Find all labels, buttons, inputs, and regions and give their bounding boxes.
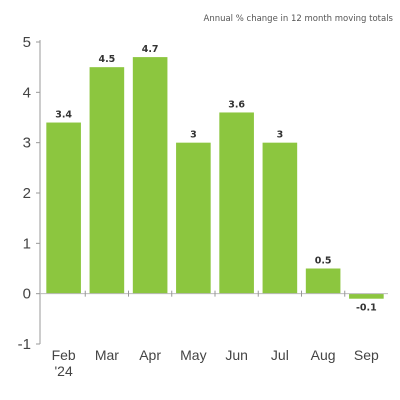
bars: 3.4 4.5 4.7 3 3.6 3 0.5 -0.1 — [46, 44, 384, 314]
x-tick-label: Aug — [311, 347, 336, 363]
data-label: 3.6 — [228, 99, 245, 110]
y-tick-label: 3 — [23, 135, 31, 152]
data-label: 3 — [190, 130, 197, 141]
y-tick-label: 2 — [23, 185, 31, 202]
bar — [219, 112, 254, 294]
x-tick-label: Feb '24 — [52, 347, 76, 379]
data-label: 3 — [277, 130, 284, 141]
chart-subtitle: Annual % change in 12 month moving total… — [204, 14, 394, 24]
x-tick-label: May — [180, 347, 206, 363]
bar — [349, 293, 384, 299]
data-label: -0.1 — [356, 303, 377, 314]
bar — [305, 268, 341, 294]
bar — [262, 142, 298, 294]
x-tick-label: Mar — [95, 347, 119, 363]
bar — [176, 142, 211, 294]
x-axis: Feb '24 Mar Apr May Jun Jul Aug Sep — [40, 290, 388, 379]
y-tick-label: 1 — [23, 235, 31, 252]
data-label: 4.7 — [142, 44, 159, 55]
data-label: 0.5 — [315, 256, 332, 267]
bar — [132, 57, 168, 294]
data-label: 3.4 — [55, 110, 72, 121]
y-tick-label: 0 — [23, 286, 31, 303]
y-tick-label: -1 — [18, 336, 31, 353]
y-tick-label: 5 — [23, 34, 31, 51]
bar — [89, 67, 125, 294]
x-tick-label: Jun — [225, 347, 248, 363]
x-tick-label: Apr — [139, 347, 161, 363]
y-tick-label: 4 — [23, 84, 31, 101]
y-axis: -1 0 1 2 3 4 5 — [18, 34, 41, 353]
x-tick-label: Jul — [271, 347, 289, 363]
bar — [46, 122, 81, 294]
x-tick-label: Sep — [354, 347, 379, 363]
data-label: 4.5 — [98, 54, 115, 65]
